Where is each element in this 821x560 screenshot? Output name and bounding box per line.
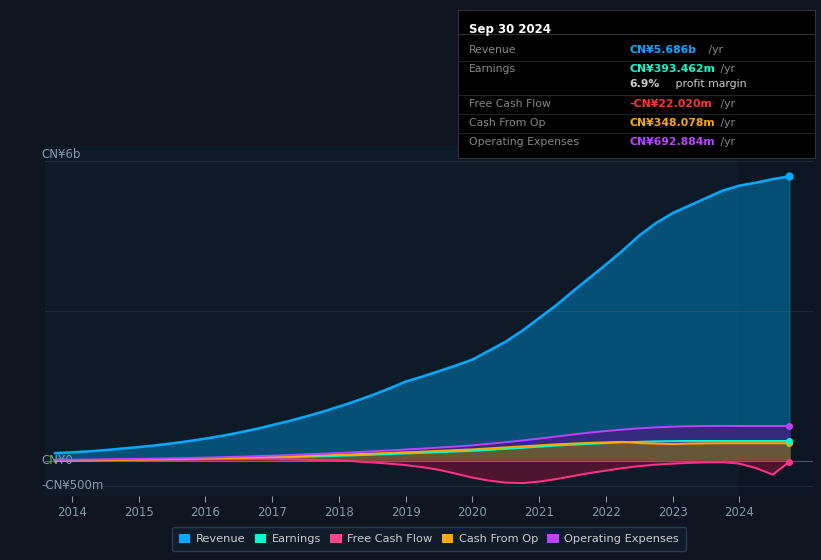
Bar xyxy=(740,146,813,496)
Text: -CN¥500m: -CN¥500m xyxy=(41,479,103,492)
Text: /yr: /yr xyxy=(704,45,722,55)
Text: /yr: /yr xyxy=(718,137,736,147)
Text: /yr: /yr xyxy=(718,64,736,74)
Text: CN¥5.686b: CN¥5.686b xyxy=(630,45,696,55)
Legend: Revenue, Earnings, Free Cash Flow, Cash From Op, Operating Expenses: Revenue, Earnings, Free Cash Flow, Cash … xyxy=(172,527,686,551)
Text: Sep 30 2024: Sep 30 2024 xyxy=(469,24,551,36)
Text: Operating Expenses: Operating Expenses xyxy=(469,137,579,147)
Text: CN¥393.462m: CN¥393.462m xyxy=(630,64,715,74)
Text: 6.9%: 6.9% xyxy=(630,80,660,89)
Text: CN¥348.078m: CN¥348.078m xyxy=(630,118,715,128)
Text: Free Cash Flow: Free Cash Flow xyxy=(469,99,551,109)
Text: Earnings: Earnings xyxy=(469,64,516,74)
Text: Revenue: Revenue xyxy=(469,45,516,55)
Text: CN¥692.884m: CN¥692.884m xyxy=(630,137,715,147)
Text: CN¥0: CN¥0 xyxy=(41,454,73,467)
Text: /yr: /yr xyxy=(718,118,736,128)
Text: /yr: /yr xyxy=(718,99,736,109)
Text: CN¥6b: CN¥6b xyxy=(41,148,80,161)
Text: Cash From Op: Cash From Op xyxy=(469,118,545,128)
Text: -CN¥22.020m: -CN¥22.020m xyxy=(630,99,713,109)
Text: profit margin: profit margin xyxy=(672,80,747,89)
